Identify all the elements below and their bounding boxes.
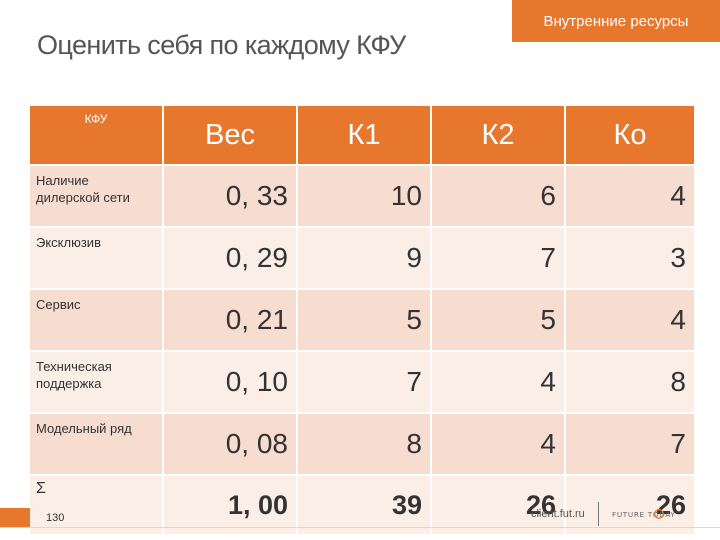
page-number: 130 (46, 512, 65, 524)
k2-cell: 5 (430, 288, 566, 352)
table-row: Наличие дилерской сети 0, 33 10 6 4 (28, 164, 696, 228)
ko-cell: 3 (564, 226, 696, 290)
total-k1-cell: 39 (296, 474, 432, 536)
footer-separator (598, 502, 599, 526)
row-label: Наличие дилерской сети (28, 164, 164, 228)
footer-url: client.fut.ru (531, 508, 585, 520)
column-header-k2: К2 (430, 104, 566, 166)
table-row: Эксклюзив 0, 29 9 7 3 (28, 226, 696, 290)
ko-cell: 4 (564, 164, 696, 228)
table-row: Сервис 0, 21 5 5 4 (28, 288, 696, 352)
k1-cell: 9 (296, 226, 432, 290)
total-k2-cell: 26 (430, 474, 566, 536)
k2-cell: 6 (430, 164, 566, 228)
total-row: Σ 1, 00 39 26 26 (28, 474, 696, 536)
row-label: Эксклюзив (28, 226, 164, 290)
column-header-ko: Ко (564, 104, 696, 166)
k1-cell: 10 (296, 164, 432, 228)
k1-cell: 8 (296, 412, 432, 476)
footer-divider (0, 527, 720, 528)
column-header-kfu: КФУ (28, 104, 164, 166)
table-row: Техническая поддержка 0, 10 7 4 8 (28, 350, 696, 414)
weight-cell: 0, 10 (162, 350, 298, 414)
total-label: Σ (28, 474, 164, 536)
row-label: Модельный ряд (28, 412, 164, 476)
row-label: Техническая поддержка (28, 350, 164, 414)
weight-cell: 0, 33 (162, 164, 298, 228)
ko-cell: 7 (564, 412, 696, 476)
row-label: Сервис (28, 288, 164, 352)
section-tag: Внутренние ресурсы (512, 0, 720, 42)
logo-text: FUTURE TODAY (612, 510, 675, 519)
weight-cell: 0, 21 (162, 288, 298, 352)
k2-cell: 4 (430, 412, 566, 476)
table-header-row: КФУ Вес К1 К2 Ко (28, 104, 696, 166)
k1-cell: 7 (296, 350, 432, 414)
future-today-logo: FUTURE TODAY (612, 509, 675, 519)
k2-cell: 7 (430, 226, 566, 290)
total-ko-cell: 26 (564, 474, 696, 536)
total-weight-cell: 1, 00 (162, 474, 298, 536)
weight-cell: 0, 29 (162, 226, 298, 290)
table-row: Модельный ряд 0, 08 8 4 7 (28, 412, 696, 476)
column-header-weight: Вес (162, 104, 298, 166)
ko-cell: 8 (564, 350, 696, 414)
page-marker (0, 508, 30, 527)
ko-cell: 4 (564, 288, 696, 352)
column-header-k1: К1 (296, 104, 432, 166)
k2-cell: 4 (430, 350, 566, 414)
kfu-table: КФУ Вес К1 К2 Ко Наличие дилерской сети … (28, 104, 696, 536)
weight-cell: 0, 08 (162, 412, 298, 476)
slide-title: Оценить себя по каждому КФУ (37, 30, 406, 60)
k1-cell: 5 (296, 288, 432, 352)
